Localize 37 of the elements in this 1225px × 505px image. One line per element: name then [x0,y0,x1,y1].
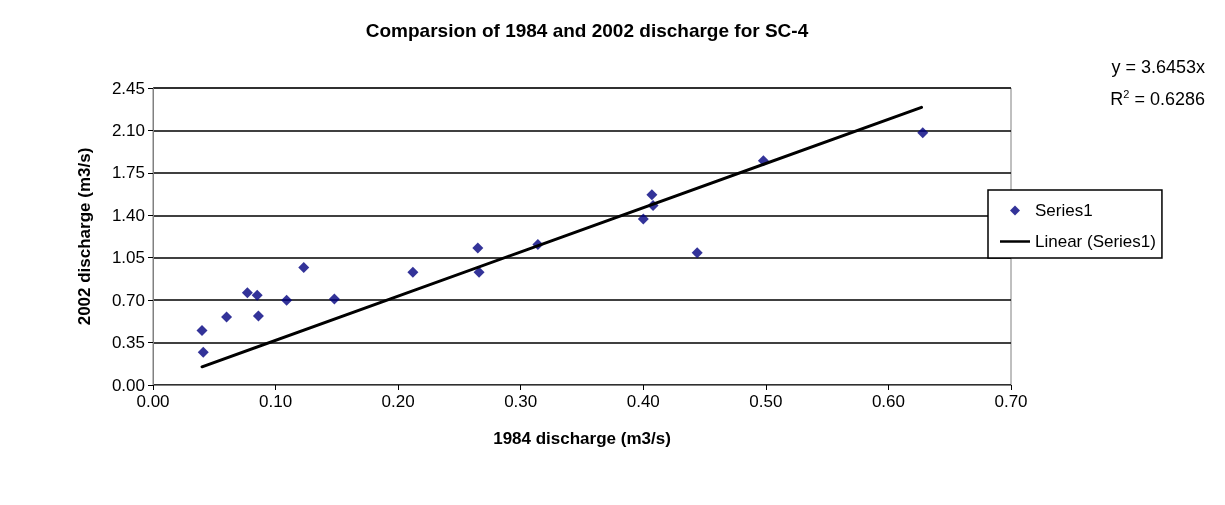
point [637,213,649,225]
y-tick-label: 0.00 [111,375,145,395]
y-tick-label: 1.40 [111,205,145,225]
point [646,189,658,201]
x-tick-label: 0.60 [871,392,905,411]
x-axis-title: 1984 discharge (m3/s) [493,429,671,448]
x-tick-label: 0.10 [259,392,293,411]
point [298,261,310,273]
y-tick-label: 1.05 [111,248,145,268]
point [252,310,264,322]
point [691,247,703,259]
y-tick-label: 2.45 [111,78,145,98]
point [251,289,263,301]
y-tick-label: 0.35 [111,333,145,353]
y-tick-label: 2.10 [111,120,145,140]
point [221,311,233,323]
x-tick-label: 0.50 [749,392,783,411]
x-tick-label: 0.40 [626,392,660,411]
legend-label: Linear (Series1) [1035,232,1156,251]
point [197,346,209,358]
x-tick-label: 0.70 [994,392,1028,411]
point [281,294,293,306]
y-tick-label: 0.70 [111,290,145,310]
y-tick-label: 1.75 [111,163,145,183]
chart-title: Comparsion of 1984 and 2002 discharge for SC-4 [365,20,809,41]
x-tick-label: 0.30 [504,392,538,411]
legend-label: Series1 [1035,201,1093,220]
point [472,242,484,254]
x-tick-label: 0.00 [136,392,170,411]
point [328,293,340,305]
point [241,287,253,299]
x-tick-label: 0.20 [381,392,415,411]
point [917,127,929,139]
point [196,324,208,336]
y-axis-title: 2002 discharge (m3/s) [75,147,94,326]
text: y = 3.6453x [1111,57,1206,77]
point [407,266,419,278]
